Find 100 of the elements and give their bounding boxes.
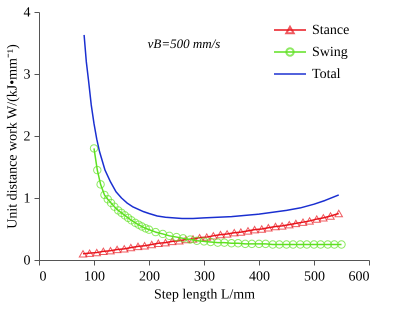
point (319, 214, 328, 222)
point (138, 222, 146, 231)
point (202, 233, 211, 241)
point (285, 220, 294, 228)
point (288, 240, 298, 249)
legend-label: Swing (312, 45, 348, 60)
point (124, 214, 132, 222)
x-tick-label: 300 (194, 270, 215, 284)
point (258, 225, 266, 233)
point (234, 239, 242, 248)
point (168, 238, 176, 246)
point (292, 220, 300, 228)
point (120, 211, 130, 220)
y-tick-label: 1 (24, 192, 30, 206)
point (275, 240, 284, 249)
point (310, 240, 318, 249)
point (220, 238, 229, 247)
x-axis-title: Step length L/mm (154, 288, 256, 302)
point (90, 144, 98, 153)
legend-label: Stance (312, 23, 350, 38)
point (165, 232, 174, 240)
point (192, 236, 202, 245)
y-tick-label: 3 (24, 68, 30, 82)
point (216, 230, 225, 238)
x-tick-label: 100 (84, 270, 105, 284)
point (93, 166, 102, 174)
point (200, 237, 208, 246)
point (261, 240, 270, 248)
point (337, 240, 346, 249)
point (244, 227, 252, 235)
point (236, 228, 246, 236)
point (104, 195, 112, 204)
x-tick-label: 400 (249, 270, 270, 284)
point (296, 240, 304, 249)
x-tick-label: 200 (139, 270, 160, 284)
point (206, 238, 215, 246)
y-tick-label: 0 (24, 254, 30, 268)
point (126, 244, 136, 252)
point (326, 212, 335, 220)
point (100, 190, 109, 200)
x-tick-label: 500 (304, 270, 325, 284)
point (92, 248, 101, 256)
point (248, 240, 256, 248)
point (298, 218, 308, 226)
y-axis-title: Unit distance work W/(kJ•mm⁻¹) (6, 44, 20, 229)
point (302, 240, 312, 249)
y-tick-label: 2 (24, 130, 30, 144)
point (214, 238, 222, 247)
point (186, 235, 194, 244)
point (96, 180, 105, 189)
point (134, 220, 143, 229)
point (127, 216, 136, 225)
point (141, 224, 150, 233)
point (227, 239, 236, 248)
point (158, 230, 167, 238)
point (222, 230, 232, 238)
point (140, 242, 149, 250)
legend-label: Total (312, 67, 341, 82)
point (330, 240, 339, 249)
point (195, 234, 204, 242)
point (175, 237, 184, 244)
point (324, 240, 332, 249)
point (134, 242, 142, 250)
point (230, 229, 238, 236)
point (106, 198, 116, 208)
point (271, 222, 280, 230)
point (78, 250, 88, 258)
point (161, 238, 170, 246)
annotation: vB=500 mm/s (148, 36, 220, 51)
point (334, 210, 343, 218)
point (154, 240, 163, 247)
point (120, 245, 128, 253)
point (316, 240, 325, 249)
point (151, 228, 160, 236)
point (178, 234, 188, 242)
point (250, 226, 259, 234)
point (112, 246, 122, 254)
point (131, 218, 140, 227)
point (114, 206, 122, 215)
x-tick-label: 0 (40, 270, 46, 284)
point (312, 215, 321, 223)
point (182, 236, 190, 244)
point (85, 249, 94, 257)
point (148, 240, 156, 248)
point (264, 224, 273, 232)
x-tick-label: 600 (348, 270, 370, 284)
y-tick-label: 4 (24, 6, 30, 20)
point (268, 240, 277, 249)
point (254, 240, 264, 248)
point (99, 248, 108, 256)
point (117, 208, 126, 218)
point (110, 202, 119, 211)
point (188, 235, 198, 243)
point (278, 222, 286, 230)
point (209, 232, 218, 240)
point (305, 217, 314, 225)
point (172, 232, 181, 242)
point (106, 246, 115, 254)
point (282, 240, 291, 249)
point (144, 225, 154, 234)
